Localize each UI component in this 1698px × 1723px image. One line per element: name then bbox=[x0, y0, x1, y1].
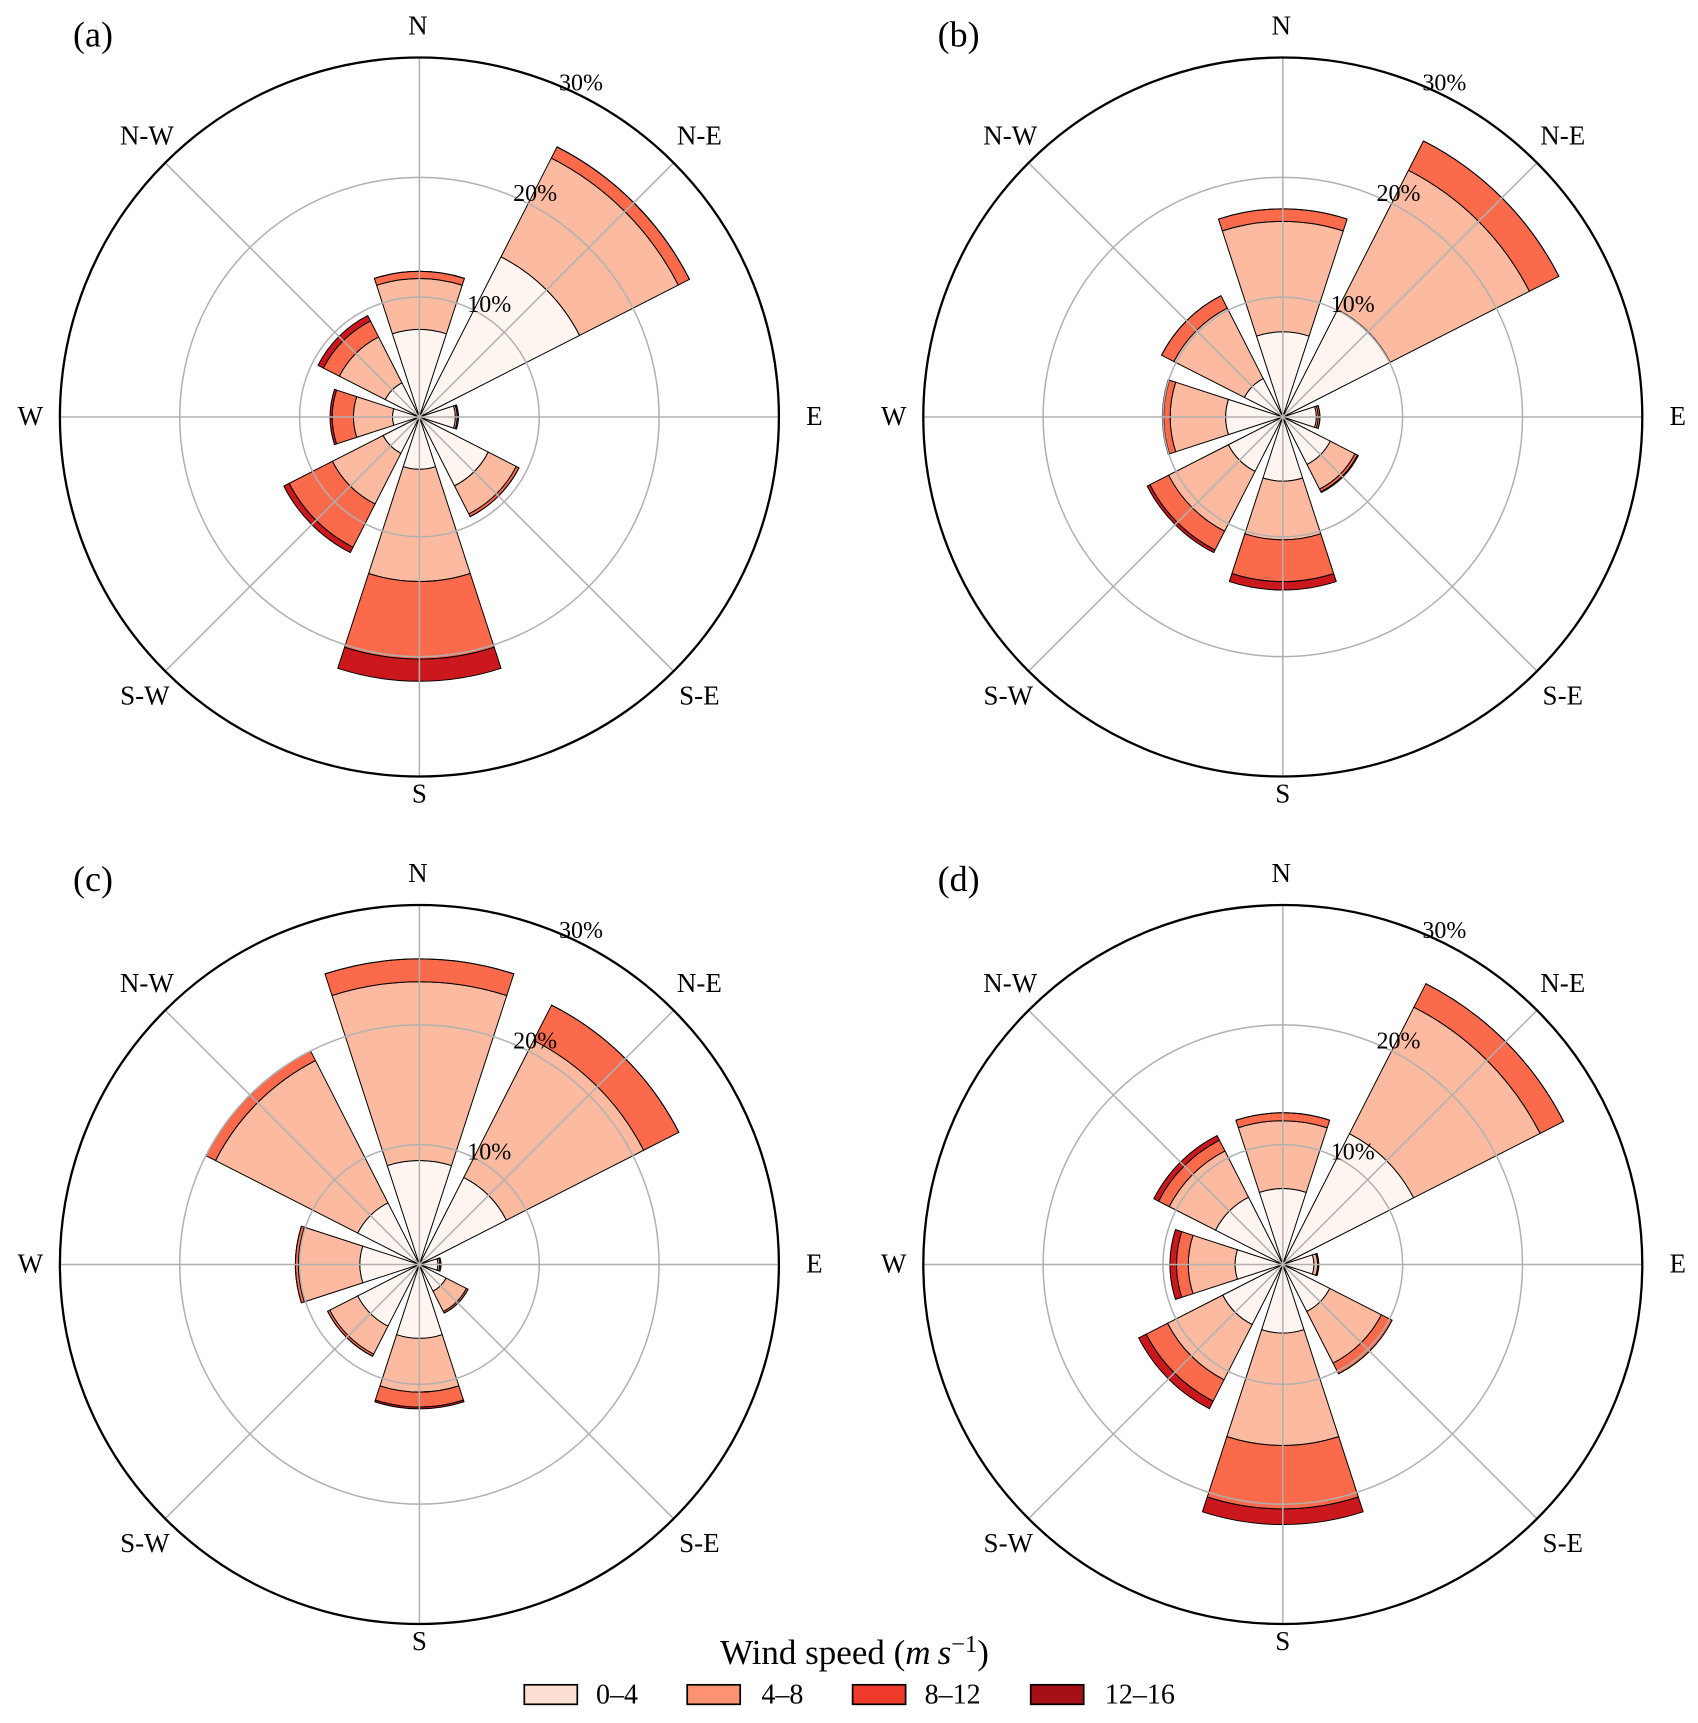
svg-text:20%: 20% bbox=[1377, 181, 1421, 207]
svg-text:0–4: 0–4 bbox=[596, 1680, 638, 1711]
svg-text:S-E: S-E bbox=[679, 1528, 720, 1558]
svg-text:30%: 30% bbox=[1422, 70, 1466, 96]
svg-text:12–16: 12–16 bbox=[1105, 1680, 1175, 1711]
svg-text:S-E: S-E bbox=[679, 681, 720, 711]
svg-text:N-W: N-W bbox=[983, 121, 1037, 151]
svg-text:S-W: S-W bbox=[120, 681, 170, 711]
svg-text:30%: 30% bbox=[559, 918, 603, 944]
svg-text:W: W bbox=[881, 401, 907, 431]
svg-text:4–8: 4–8 bbox=[761, 1680, 803, 1711]
svg-text:S: S bbox=[412, 1626, 427, 1656]
svg-text:W: W bbox=[881, 1249, 907, 1279]
svg-text:S-W: S-W bbox=[984, 681, 1034, 711]
svg-text:N-E: N-E bbox=[677, 968, 722, 998]
svg-text:S-W: S-W bbox=[984, 1528, 1034, 1558]
svg-text:Wind speed (m s−1): Wind speed (m s−1) bbox=[720, 1631, 989, 1672]
svg-text:S: S bbox=[1275, 1626, 1290, 1656]
svg-text:30%: 30% bbox=[559, 70, 603, 96]
svg-text:(b): (b) bbox=[938, 15, 980, 55]
svg-text:N-E: N-E bbox=[1540, 968, 1585, 998]
svg-text:(d): (d) bbox=[938, 859, 980, 899]
svg-text:W: W bbox=[18, 1249, 44, 1279]
svg-text:10%: 10% bbox=[1331, 1139, 1375, 1165]
svg-text:N: N bbox=[408, 11, 428, 41]
svg-text:S: S bbox=[1275, 779, 1290, 809]
svg-text:S: S bbox=[412, 779, 427, 809]
svg-text:N-W: N-W bbox=[120, 121, 174, 151]
svg-text:N-E: N-E bbox=[677, 121, 722, 151]
svg-text:10%: 10% bbox=[467, 1139, 511, 1165]
svg-text:E: E bbox=[806, 1249, 823, 1279]
svg-text:30%: 30% bbox=[1422, 918, 1466, 944]
svg-text:20%: 20% bbox=[513, 1029, 557, 1055]
svg-text:20%: 20% bbox=[513, 181, 557, 207]
svg-text:10%: 10% bbox=[467, 292, 511, 318]
svg-text:N-E: N-E bbox=[1540, 121, 1585, 151]
svg-text:N-W: N-W bbox=[983, 968, 1037, 998]
svg-text:E: E bbox=[806, 401, 823, 431]
svg-text:10%: 10% bbox=[1331, 292, 1375, 318]
svg-text:N: N bbox=[1272, 11, 1292, 41]
svg-text:N: N bbox=[408, 858, 428, 888]
svg-text:E: E bbox=[1670, 401, 1687, 431]
svg-text:8–12: 8–12 bbox=[925, 1680, 981, 1711]
svg-text:N: N bbox=[1272, 858, 1292, 888]
svg-text:S-E: S-E bbox=[1543, 681, 1584, 711]
svg-text:(c): (c) bbox=[73, 859, 113, 899]
svg-text:E: E bbox=[1670, 1249, 1687, 1279]
svg-text:20%: 20% bbox=[1377, 1029, 1421, 1055]
svg-text:N-W: N-W bbox=[120, 968, 174, 998]
svg-text:(a): (a) bbox=[73, 15, 113, 55]
svg-text:S-W: S-W bbox=[120, 1528, 170, 1558]
svg-text:S-E: S-E bbox=[1543, 1528, 1584, 1558]
svg-text:W: W bbox=[18, 401, 44, 431]
